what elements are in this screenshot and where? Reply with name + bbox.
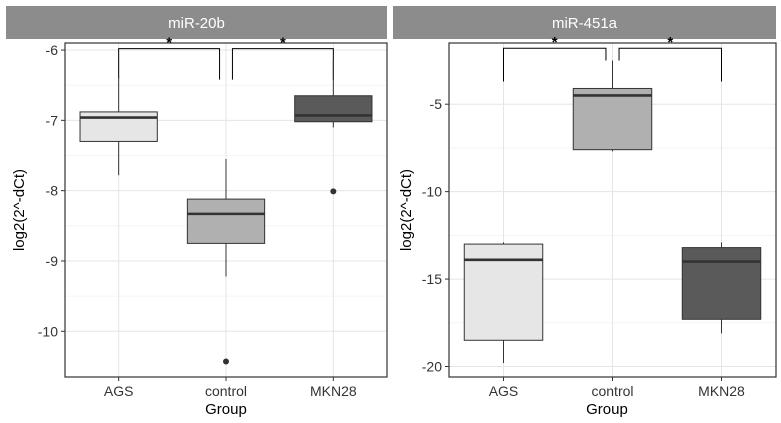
significance-bracket-line bbox=[119, 49, 220, 80]
outlier-point bbox=[223, 359, 229, 365]
x-tick-label: AGS bbox=[489, 383, 519, 399]
chart-canvas: miR-20b * * -6 -7 -8 -9 -10 AGS control MKN28 G… bbox=[0, 0, 781, 423]
box-iqr bbox=[573, 88, 651, 149]
y-tick-label: -8 bbox=[46, 183, 59, 199]
box-iqr bbox=[464, 244, 542, 340]
significance-bracket-line bbox=[619, 48, 721, 81]
significance-bracket-line bbox=[232, 49, 333, 80]
y-axis-title-mir-20b: log2(2^-dCt) bbox=[11, 169, 28, 251]
significance-bracket: * bbox=[504, 34, 606, 81]
significance-bracket-line bbox=[504, 48, 606, 81]
x-ticks-mir-451a: AGS control MKN28 bbox=[489, 377, 745, 399]
box-ags bbox=[80, 76, 157, 175]
y-tick-label: -6 bbox=[46, 42, 59, 58]
x-tick-label: control bbox=[591, 383, 633, 399]
box-mkn28 bbox=[682, 242, 760, 333]
box-iqr bbox=[187, 199, 264, 243]
significance-bracket: * bbox=[619, 34, 721, 81]
y-axis-title-mir-451a: log2(2^-dCt) bbox=[398, 169, 415, 251]
y-tick-label: -7 bbox=[46, 112, 59, 128]
panel-mir-20b: miR-20b * * -6 -7 -8 -9 -10 AGS control MKN28 G… bbox=[6, 6, 387, 418]
y-tick-label: -5 bbox=[430, 96, 443, 112]
x-axis-title-mir-451a: Group bbox=[586, 401, 628, 418]
x-axis-title-mir-20b: Group bbox=[205, 401, 247, 418]
x-tick-label: MKN28 bbox=[310, 383, 357, 399]
x-tick-label: control bbox=[205, 383, 247, 399]
y-ticks-mir-20b: -6 -7 -8 -9 -10 bbox=[38, 42, 65, 339]
box-control bbox=[573, 60, 651, 151]
outlier-point bbox=[330, 188, 336, 194]
panel-mir-451a: miR-451a * * -5-10-15-20 AGS control MKN28 … bbox=[393, 6, 776, 418]
strip-title-mir-451a: miR-451a bbox=[552, 15, 618, 32]
y-tick-label: -20 bbox=[422, 359, 442, 375]
y-tick-label: -9 bbox=[46, 253, 59, 269]
x-tick-label: AGS bbox=[104, 383, 134, 399]
y-tick-label: -15 bbox=[422, 271, 442, 287]
y-ticks-mir-451a: -5 -10 -15 -20 bbox=[422, 96, 449, 374]
y-tick-label: -10 bbox=[422, 184, 442, 200]
y-tick-label: -10 bbox=[38, 323, 58, 339]
strip-title-mir-20b: miR-20b bbox=[168, 15, 225, 32]
box-iqr bbox=[682, 248, 760, 320]
x-tick-label: MKN28 bbox=[698, 383, 745, 399]
x-ticks-mir-20b: AGS control MKN28 bbox=[104, 377, 357, 399]
box-ags bbox=[464, 242, 542, 363]
significance-bracket: * bbox=[119, 35, 220, 80]
significance-bracket: * bbox=[232, 35, 333, 80]
box-iqr bbox=[295, 96, 372, 122]
